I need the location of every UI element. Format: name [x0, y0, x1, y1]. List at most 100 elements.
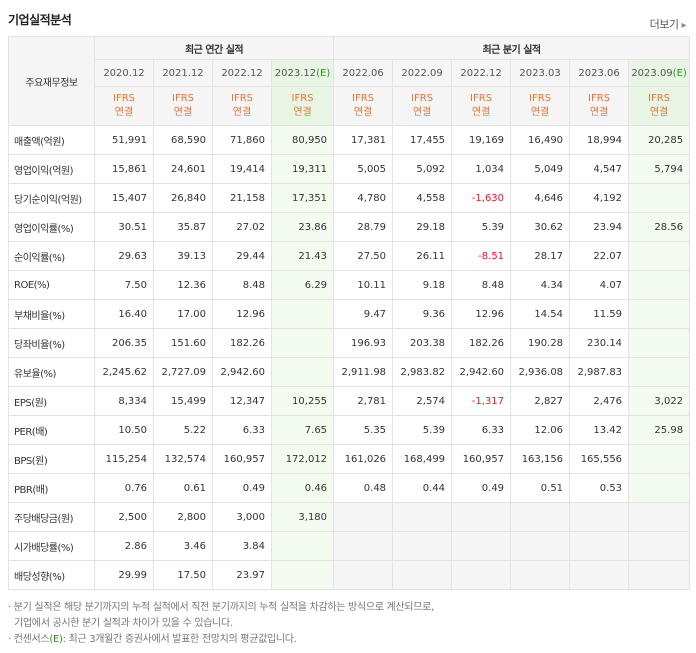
table-cell: 0.49	[451, 473, 512, 503]
table-cell: 19,414	[212, 154, 272, 184]
table-cell	[569, 502, 630, 532]
table-cell: 0.51	[510, 473, 571, 503]
table-cell: 2,987.83	[569, 357, 630, 387]
table-cell: 4,192	[569, 183, 630, 213]
table-cell	[270, 328, 335, 358]
table-cell	[270, 531, 335, 561]
table-cell: 196.93	[333, 328, 394, 358]
table-cell: 203.38	[392, 328, 453, 358]
table-cell	[451, 560, 512, 590]
consolidated-label: 연결	[353, 107, 373, 118]
table-row: 순이익률(%) 29.63 39.13 29.44 21.43 27.50 26.11 -8.…	[8, 241, 691, 271]
table-cell: 20,285	[628, 125, 691, 155]
table-cell: 5.22	[153, 415, 213, 445]
consolidated-label: 연결	[649, 107, 669, 118]
table-cell: 12.06	[510, 415, 571, 445]
ifrs-header: IFRS 연결	[451, 86, 512, 126]
table-cell: 5,049	[510, 154, 571, 184]
table-cell: 18,994	[569, 125, 630, 155]
table-cell: 3.84	[212, 531, 272, 561]
table-cell: 29.99	[94, 560, 154, 590]
table-cell	[628, 270, 691, 300]
table-cell: 27.02	[212, 212, 272, 242]
table-cell: 23.97	[212, 560, 272, 590]
table-cell: 6.29	[270, 270, 335, 300]
table-row: 유보율(%) 2,245.62 2,727.09 2,942.60 2,911.98 2,…	[8, 357, 691, 387]
row-label: 당좌비율(%)	[8, 328, 95, 358]
table-cell	[451, 531, 512, 561]
consolidated-label: 연결	[530, 107, 550, 118]
table-cell: 12.96	[451, 299, 512, 329]
table-cell: 17,455	[392, 125, 453, 155]
ifrs-header: IFRS 연결	[94, 86, 154, 126]
table-cell: -1,630	[451, 183, 512, 213]
corner-label: 주요재무정보	[8, 36, 95, 126]
consolidated-label: 연결	[293, 107, 312, 118]
row-label: 시가배당률(%)	[8, 531, 95, 561]
table-cell: 80,950	[270, 125, 335, 155]
row-label: 영업이익(억원)	[8, 154, 95, 184]
table-cell: 7.65	[270, 415, 335, 445]
period-label: 2023.03	[519, 67, 561, 79]
table-cell: 3.46	[153, 531, 213, 561]
table-cell	[510, 560, 571, 590]
ifrs-label: IFRS	[113, 93, 135, 104]
table-cell: 5.35	[333, 415, 394, 445]
table-cell	[510, 531, 571, 561]
group-annual: 최근 연간 실적	[93, 36, 335, 60]
table-cell: 5.39	[392, 415, 453, 445]
table-row: 당기순이익(억원) 15,407 26,840 21,158 17,351 4,780 4,…	[8, 183, 691, 213]
table-cell	[392, 502, 453, 532]
table-row: PBR(배) 0.76 0.61 0.49 0.46 0.48 0.44 0.49 0.51 0.…	[8, 473, 691, 503]
table-cell: 29.63	[94, 241, 154, 271]
table-cell: 168,499	[392, 444, 453, 474]
period-header: 2022.12	[451, 59, 512, 87]
period-label: 2022.12	[460, 67, 502, 79]
table-cell	[628, 241, 691, 271]
table-cell: 24,601	[153, 154, 213, 184]
table-cell: 10,255	[270, 386, 335, 416]
ifrs-header: IFRS 연결	[333, 86, 394, 126]
table-cell: 9.36	[392, 299, 453, 329]
table-cell: 17.50	[153, 560, 213, 590]
table-cell: 2.86	[94, 531, 154, 561]
table-cell: 8.48	[451, 270, 512, 300]
table-cell: 23.94	[569, 212, 630, 242]
table-cell: 29.18	[392, 212, 453, 242]
ifrs-header: IFRS 연결	[510, 86, 571, 126]
table-cell: 12.96	[212, 299, 272, 329]
table-cell: 22.07	[569, 241, 630, 271]
consolidated-label: 연결	[589, 107, 609, 118]
table-cell: 151.60	[153, 328, 213, 358]
table-cell: 28.56	[628, 212, 691, 242]
table-cell	[628, 328, 691, 358]
consolidated-label: 연결	[412, 107, 432, 118]
ifrs-label: IFRS	[588, 93, 611, 104]
table-cell: 161,026	[333, 444, 394, 474]
table-cell: 17,381	[333, 125, 394, 155]
table-cell: 19,169	[451, 125, 512, 155]
row-label: ROE(%)	[8, 270, 95, 300]
table-cell: 182.26	[212, 328, 272, 358]
table-cell: 10.11	[333, 270, 394, 300]
row-label: PER(배)	[8, 415, 95, 445]
table-cell: 4,547	[569, 154, 630, 184]
table-cell: 8,334	[94, 386, 154, 416]
more-link[interactable]: 더보기 ▸	[650, 16, 687, 32]
table-cell: 190.28	[510, 328, 571, 358]
table-row: 영업이익률(%) 30.51 35.87 27.02 23.86 28.79 29.18 5.…	[8, 212, 691, 242]
table-cell: -8.51	[451, 241, 512, 271]
table-cell	[628, 473, 691, 503]
table-cell: -1,317	[451, 386, 512, 416]
table-cell: 2,781	[333, 386, 394, 416]
ifrs-label: IFRS	[231, 93, 253, 104]
table-cell: 4,558	[392, 183, 453, 213]
table-cell: 71,860	[212, 125, 272, 155]
table-cell: 15,861	[94, 154, 154, 184]
table-cell: 163,156	[510, 444, 571, 474]
table-cell: 9.47	[333, 299, 394, 329]
table-cell: 0.61	[153, 473, 213, 503]
ifrs-label: IFRS	[648, 93, 671, 104]
period-label: 2020.12	[103, 67, 145, 79]
